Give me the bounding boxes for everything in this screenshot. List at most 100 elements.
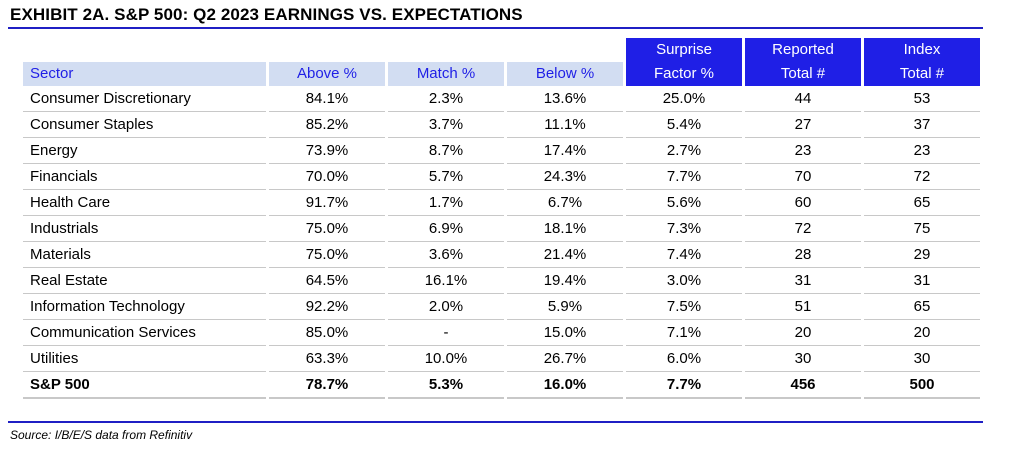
column-header-below: Below % <box>507 62 623 86</box>
header-top-cell <box>388 38 504 62</box>
match-cell: 10.0% <box>388 346 504 372</box>
index-cell: 20 <box>864 320 980 346</box>
surprise-cell: 6.0% <box>626 346 742 372</box>
table-row: Communication Services 85.0% - 15.0% 7.1… <box>23 320 980 346</box>
header-top-cell: Surprise <box>626 38 742 62</box>
surprise-cell: 7.1% <box>626 320 742 346</box>
match-cell: 1.7% <box>388 190 504 216</box>
surprise-cell: 7.3% <box>626 216 742 242</box>
match-cell: 6.9% <box>388 216 504 242</box>
reported-cell: 27 <box>745 112 861 138</box>
table-row: Energy 73.9% 8.7% 17.4% 2.7% 23 23 <box>23 138 980 164</box>
index-cell: 23 <box>864 138 980 164</box>
reported-cell: 72 <box>745 216 861 242</box>
above-cell: 91.7% <box>269 190 385 216</box>
below-cell: 21.4% <box>507 242 623 268</box>
column-header-match: Match % <box>388 62 504 86</box>
surprise-cell: 7.7% <box>626 164 742 190</box>
match-cell: 8.7% <box>388 138 504 164</box>
top-divider <box>8 27 983 29</box>
total-reported-cell: 456 <box>745 372 861 399</box>
index-cell: 75 <box>864 216 980 242</box>
reported-cell: 70 <box>745 164 861 190</box>
match-cell: 2.3% <box>388 86 504 112</box>
reported-cell: 51 <box>745 294 861 320</box>
table-row: Utilities 63.3% 10.0% 26.7% 6.0% 30 30 <box>23 346 980 372</box>
total-sector-cell: S&P 500 <box>23 372 266 399</box>
header-top-cell <box>507 38 623 62</box>
header-row-bottom: Sector Above % Match % Below % Factor % … <box>23 62 980 86</box>
index-cell: 53 <box>864 86 980 112</box>
source-note: Source: I/B/E/S data from Refinitiv <box>10 428 193 442</box>
reported-cell: 23 <box>745 138 861 164</box>
table-row: Information Technology 92.2% 2.0% 5.9% 7… <box>23 294 980 320</box>
match-cell: - <box>388 320 504 346</box>
above-cell: 75.0% <box>269 216 385 242</box>
above-cell: 64.5% <box>269 268 385 294</box>
surprise-cell: 7.5% <box>626 294 742 320</box>
index-cell: 72 <box>864 164 980 190</box>
match-cell: 5.7% <box>388 164 504 190</box>
index-cell: 29 <box>864 242 980 268</box>
header-top-cell: Index <box>864 38 980 62</box>
table-row: Industrials 75.0% 6.9% 18.1% 7.3% 72 75 <box>23 216 980 242</box>
total-below-cell: 16.0% <box>507 372 623 399</box>
above-cell: 75.0% <box>269 242 385 268</box>
header-row-top: Surprise Reported Index <box>23 38 980 62</box>
surprise-cell: 3.0% <box>626 268 742 294</box>
total-index-cell: 500 <box>864 372 980 399</box>
column-header-index-total: Total # <box>864 62 980 86</box>
below-cell: 24.3% <box>507 164 623 190</box>
sector-cell: Utilities <box>23 346 266 372</box>
header-top-cell: Reported <box>745 38 861 62</box>
surprise-cell: 7.4% <box>626 242 742 268</box>
above-cell: 63.3% <box>269 346 385 372</box>
sector-cell: Information Technology <box>23 294 266 320</box>
reported-cell: 60 <box>745 190 861 216</box>
total-row: S&P 500 78.7% 5.3% 16.0% 7.7% 456 500 <box>23 372 980 399</box>
sector-cell: Industrials <box>23 216 266 242</box>
sector-cell: Real Estate <box>23 268 266 294</box>
index-cell: 37 <box>864 112 980 138</box>
exhibit-title: EXHIBIT 2A. S&P 500: Q2 2023 EARNINGS VS… <box>10 5 523 24</box>
above-cell: 92.2% <box>269 294 385 320</box>
header-top-cell <box>23 38 266 62</box>
bottom-divider <box>8 421 983 423</box>
surprise-cell: 25.0% <box>626 86 742 112</box>
above-cell: 70.0% <box>269 164 385 190</box>
match-cell: 16.1% <box>388 268 504 294</box>
total-surprise-cell: 7.7% <box>626 372 742 399</box>
below-cell: 11.1% <box>507 112 623 138</box>
sector-cell: Consumer Discretionary <box>23 86 266 112</box>
above-cell: 85.0% <box>269 320 385 346</box>
column-header-reported-total: Total # <box>745 62 861 86</box>
below-cell: 5.9% <box>507 294 623 320</box>
column-header-surprise-factor: Factor % <box>626 62 742 86</box>
surprise-cell: 5.6% <box>626 190 742 216</box>
index-cell: 65 <box>864 294 980 320</box>
reported-cell: 20 <box>745 320 861 346</box>
above-cell: 85.2% <box>269 112 385 138</box>
table-row: Real Estate 64.5% 16.1% 19.4% 3.0% 31 31 <box>23 268 980 294</box>
table-row: Health Care 91.7% 1.7% 6.7% 5.6% 60 65 <box>23 190 980 216</box>
above-cell: 73.9% <box>269 138 385 164</box>
below-cell: 17.4% <box>507 138 623 164</box>
table-row: Consumer Staples 85.2% 3.7% 11.1% 5.4% 2… <box>23 112 980 138</box>
column-header-above: Above % <box>269 62 385 86</box>
total-match-cell: 5.3% <box>388 372 504 399</box>
match-cell: 2.0% <box>388 294 504 320</box>
column-header-sector: Sector <box>23 62 266 86</box>
below-cell: 26.7% <box>507 346 623 372</box>
index-cell: 30 <box>864 346 980 372</box>
below-cell: 19.4% <box>507 268 623 294</box>
sector-cell: Consumer Staples <box>23 112 266 138</box>
match-cell: 3.7% <box>388 112 504 138</box>
above-cell: 84.1% <box>269 86 385 112</box>
total-above-cell: 78.7% <box>269 372 385 399</box>
sector-cell: Energy <box>23 138 266 164</box>
sector-cell: Financials <box>23 164 266 190</box>
sector-cell: Health Care <box>23 190 266 216</box>
below-cell: 18.1% <box>507 216 623 242</box>
index-cell: 65 <box>864 190 980 216</box>
reported-cell: 44 <box>745 86 861 112</box>
